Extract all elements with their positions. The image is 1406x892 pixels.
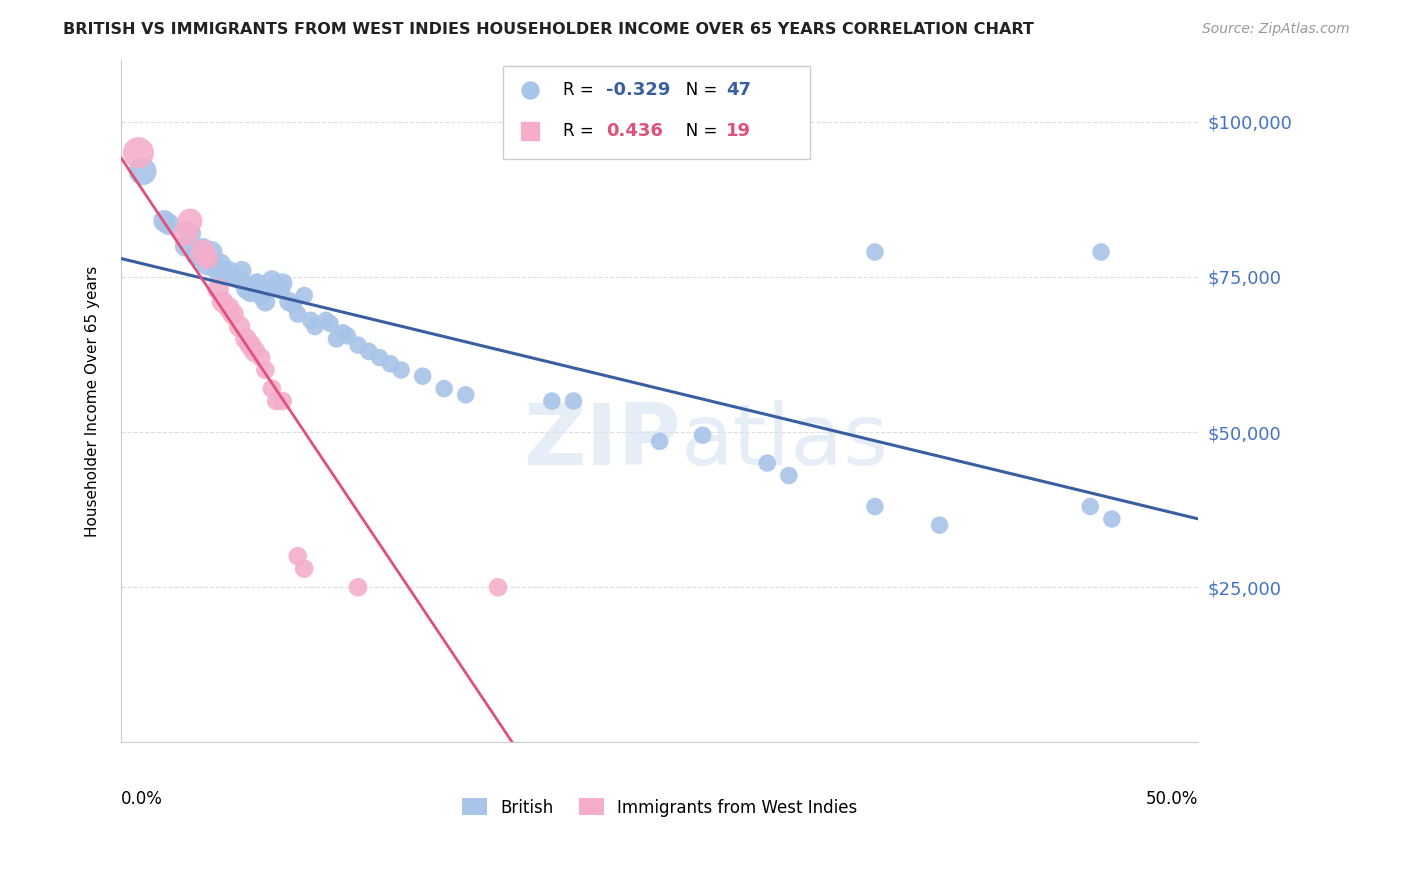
Point xyxy=(231,263,253,277)
Point xyxy=(304,319,326,334)
Point xyxy=(228,319,250,334)
Y-axis label: Householder Income Over 65 years: Householder Income Over 65 years xyxy=(86,266,100,537)
Point xyxy=(218,263,240,277)
Point xyxy=(174,227,197,241)
Point xyxy=(454,388,477,402)
Point xyxy=(250,351,273,365)
Text: R =: R = xyxy=(562,81,599,99)
Point xyxy=(179,227,201,241)
Text: -0.329: -0.329 xyxy=(606,81,671,99)
Point xyxy=(264,394,287,409)
Text: N =: N = xyxy=(671,81,723,99)
Point xyxy=(207,282,229,296)
Point xyxy=(928,518,950,533)
Point xyxy=(347,580,370,594)
Point xyxy=(191,242,214,256)
Point xyxy=(692,428,714,442)
Point xyxy=(278,294,301,309)
Point xyxy=(562,394,585,409)
Point xyxy=(222,307,245,321)
Point xyxy=(863,500,886,514)
Point xyxy=(254,294,277,309)
Point xyxy=(174,239,197,253)
Point xyxy=(928,735,950,749)
Point xyxy=(412,369,434,384)
Point xyxy=(292,288,315,302)
Text: 0.0%: 0.0% xyxy=(121,790,163,808)
Point xyxy=(235,282,257,296)
Point xyxy=(235,332,257,346)
Point xyxy=(347,338,370,352)
Point xyxy=(283,298,305,312)
Point xyxy=(250,288,273,302)
Point xyxy=(264,279,287,293)
Point xyxy=(433,382,456,396)
Text: N =: N = xyxy=(671,122,723,140)
Text: 47: 47 xyxy=(727,81,751,99)
Point xyxy=(292,561,315,575)
Point xyxy=(260,382,283,396)
Point xyxy=(389,363,412,377)
Point xyxy=(246,276,269,290)
Point xyxy=(243,279,266,293)
Text: 0.436: 0.436 xyxy=(606,122,662,140)
Point xyxy=(287,549,309,564)
Point xyxy=(863,245,886,260)
Point xyxy=(243,344,266,359)
Point xyxy=(200,245,222,260)
Text: atlas: atlas xyxy=(681,401,889,483)
Point xyxy=(315,313,337,327)
Point xyxy=(179,214,201,228)
Point xyxy=(191,245,214,260)
Point xyxy=(157,217,180,231)
Point xyxy=(325,332,347,346)
Point xyxy=(541,394,564,409)
Text: 50.0%: 50.0% xyxy=(1146,790,1198,808)
Point xyxy=(195,252,218,266)
Point xyxy=(1090,245,1112,260)
Point xyxy=(222,269,245,284)
Point xyxy=(131,164,153,178)
Point xyxy=(648,434,671,449)
Point xyxy=(153,214,176,228)
Point xyxy=(195,257,218,271)
Point xyxy=(207,263,229,277)
Point xyxy=(260,273,283,287)
Point xyxy=(380,357,402,371)
Text: BRITISH VS IMMIGRANTS FROM WEST INDIES HOUSEHOLDER INCOME OVER 65 YEARS CORRELAT: BRITISH VS IMMIGRANTS FROM WEST INDIES H… xyxy=(63,22,1035,37)
Point xyxy=(336,329,359,343)
Text: R =: R = xyxy=(562,122,605,140)
Point xyxy=(778,468,800,483)
Point xyxy=(218,301,240,315)
Point xyxy=(186,248,208,262)
Point xyxy=(271,276,294,290)
Point xyxy=(332,326,354,340)
Point xyxy=(271,394,294,409)
Point xyxy=(368,351,391,365)
Point xyxy=(756,456,779,470)
Point xyxy=(254,363,277,377)
Point xyxy=(357,344,380,359)
Point xyxy=(209,257,232,271)
Point xyxy=(239,338,262,352)
FancyBboxPatch shape xyxy=(503,66,810,159)
Point xyxy=(1101,512,1123,526)
Point xyxy=(228,273,250,287)
Point xyxy=(127,145,149,160)
Point xyxy=(270,282,292,296)
Point xyxy=(287,307,309,321)
Legend: British, Immigrants from West Indies: British, Immigrants from West Indies xyxy=(456,792,863,823)
Text: Source: ZipAtlas.com: Source: ZipAtlas.com xyxy=(1202,22,1350,37)
Text: ZIP: ZIP xyxy=(523,401,681,483)
Text: 19: 19 xyxy=(727,122,751,140)
Point xyxy=(319,317,342,331)
Point xyxy=(211,294,233,309)
Point xyxy=(1078,500,1101,514)
Point xyxy=(928,735,950,749)
Point xyxy=(486,580,509,594)
Point xyxy=(299,313,322,327)
Point xyxy=(214,267,236,281)
Point xyxy=(239,285,262,300)
